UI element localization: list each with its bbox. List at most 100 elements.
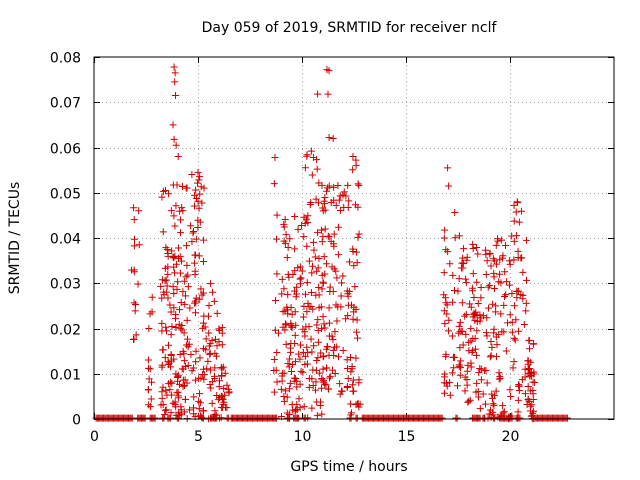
data-point [304, 349, 312, 357]
data-point [465, 397, 473, 405]
data-point [526, 402, 534, 410]
data-point [218, 341, 226, 349]
data-point [176, 269, 184, 277]
data-point [158, 276, 166, 284]
data-point [519, 295, 527, 303]
data-point [303, 151, 311, 159]
data-point [286, 379, 294, 387]
data-point [304, 299, 312, 307]
data-point [205, 342, 213, 350]
data-point [473, 351, 481, 359]
data-point [513, 294, 521, 302]
data-point [162, 323, 170, 331]
data-point [305, 374, 313, 382]
data-point [313, 356, 321, 364]
data-point [342, 192, 350, 200]
data-point [461, 312, 469, 320]
data-point [284, 291, 292, 299]
data-point [161, 264, 169, 272]
data-point [332, 267, 340, 275]
data-point [492, 353, 500, 361]
data-point [202, 335, 210, 343]
data-point [170, 355, 178, 363]
data-point [344, 312, 352, 320]
data-point [167, 308, 175, 316]
data-point [177, 299, 185, 307]
data-point [190, 364, 198, 372]
data-point [340, 188, 348, 196]
data-point [159, 400, 167, 408]
data-point [165, 359, 173, 367]
data-point [161, 411, 169, 419]
data-point [326, 374, 334, 382]
data-point [158, 361, 166, 369]
data-point [196, 173, 204, 181]
data-point [512, 316, 520, 324]
data-point [179, 207, 187, 215]
data-point [323, 343, 331, 351]
data-point [481, 400, 489, 408]
data-points [92, 63, 571, 423]
data-point [448, 369, 456, 377]
data-point [458, 299, 466, 307]
data-point [272, 296, 280, 304]
data-point [349, 381, 357, 389]
data-point [211, 407, 219, 415]
data-point [286, 235, 294, 243]
data-point [173, 377, 181, 385]
data-point [167, 363, 175, 371]
data-point [441, 226, 449, 234]
data-point [145, 401, 153, 409]
data-point [273, 378, 281, 386]
data-point [170, 63, 178, 71]
data-point [513, 287, 521, 295]
data-point [473, 244, 481, 252]
data-point [349, 376, 357, 384]
grid-lines [94, 57, 614, 419]
data-point [307, 198, 315, 206]
data-point [319, 313, 327, 321]
data-point [291, 267, 299, 275]
data-point [315, 179, 323, 187]
data-point [161, 187, 169, 195]
data-point [295, 350, 303, 358]
data-point [200, 236, 208, 244]
data-point [148, 378, 156, 386]
data-point [270, 180, 278, 188]
data-point [211, 372, 219, 380]
data-point [477, 283, 485, 291]
data-point [347, 368, 355, 376]
data-point [463, 256, 471, 264]
data-point [510, 201, 518, 209]
data-point [295, 395, 303, 403]
data-point [321, 206, 329, 214]
x-tick-label: 15 [398, 429, 416, 445]
data-point [196, 354, 204, 362]
data-point [297, 274, 305, 282]
data-point [282, 340, 290, 348]
data-point [328, 366, 336, 374]
data-point [176, 229, 184, 237]
data-point [473, 278, 481, 286]
data-point [514, 396, 522, 404]
data-point [353, 316, 361, 324]
data-point [510, 256, 518, 264]
data-point [325, 134, 333, 142]
data-point [308, 404, 316, 412]
data-point [163, 282, 171, 290]
y-tick-label: 0.01 [50, 368, 81, 384]
data-point [334, 303, 342, 311]
data-point [195, 397, 203, 405]
data-point [159, 346, 167, 354]
data-point [169, 283, 177, 291]
data-point [511, 336, 519, 344]
data-point [273, 349, 281, 357]
data-point [186, 406, 194, 414]
data-point [272, 414, 280, 422]
data-point [531, 379, 539, 387]
data-point [283, 393, 291, 401]
axis-ticks: 0 5 10 15 20 0 0.01 0.02 0.03 0.04 0.05 0.06 0.07 0.0… [50, 51, 614, 445]
data-point [510, 217, 518, 225]
data-point [462, 275, 470, 283]
data-point [311, 386, 319, 394]
